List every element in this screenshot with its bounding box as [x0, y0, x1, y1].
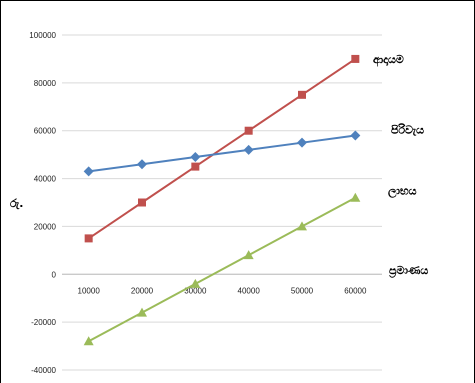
- y-tick-label: 60000: [34, 127, 57, 136]
- y-tick-label: 40000: [34, 175, 57, 184]
- data-point: [297, 221, 307, 231]
- data-point: [138, 198, 146, 207]
- data-point: [191, 162, 200, 171]
- data-point: [350, 192, 361, 202]
- series-label: ලාභය: [388, 185, 417, 200]
- data-point: [83, 336, 94, 346]
- y-tick-label: -20000: [31, 318, 56, 327]
- y-tick-label: -40000: [31, 366, 56, 375]
- data-point: [190, 152, 201, 163]
- x-tick-label: 50000: [291, 286, 314, 295]
- x-tick-label: 20000: [131, 286, 154, 295]
- y-axis-label: රු.: [10, 197, 23, 210]
- y-axis-ticks: -40000 -20000 0 20000 40000 60000 80000 100000: [29, 31, 56, 375]
- data-point: [350, 130, 361, 141]
- data-point: [243, 144, 254, 155]
- series-line: [88, 58, 356, 240]
- data-point: [243, 250, 254, 260]
- y-tick-label: 100000: [29, 31, 56, 40]
- series-group: [83, 54, 361, 346]
- data-point: [351, 54, 360, 63]
- data-point: [297, 137, 307, 148]
- data-point: [84, 234, 93, 243]
- series-labels: ආදායම පිරිවැය ලාභය: [373, 53, 424, 200]
- data-point: [298, 90, 306, 99]
- x-tick-label: 10000: [78, 286, 101, 295]
- data-point: [244, 126, 253, 135]
- series-line: [88, 196, 356, 343]
- x-tick-label: 30000: [184, 286, 207, 295]
- data-point: [137, 307, 147, 317]
- x-tick-label: 60000: [344, 286, 367, 295]
- data-point: [83, 166, 94, 177]
- series-line: [88, 134, 356, 173]
- x-tick-label: 40000: [238, 286, 261, 295]
- x-axis-ticks: 10000 20000 30000 40000 50000 60000: [78, 286, 367, 295]
- data-point: [137, 159, 147, 170]
- y-tick-label: 80000: [34, 79, 57, 88]
- y-tick-label: 0: [52, 270, 57, 279]
- data-point: [190, 278, 201, 288]
- gridlines: [62, 34, 382, 371]
- series-label: පිරිවැය: [391, 123, 424, 137]
- x-axis-label: ප්‍රමාණය: [388, 264, 428, 278]
- y-tick-label: 20000: [34, 222, 57, 231]
- series-label: ආදායම: [373, 53, 404, 67]
